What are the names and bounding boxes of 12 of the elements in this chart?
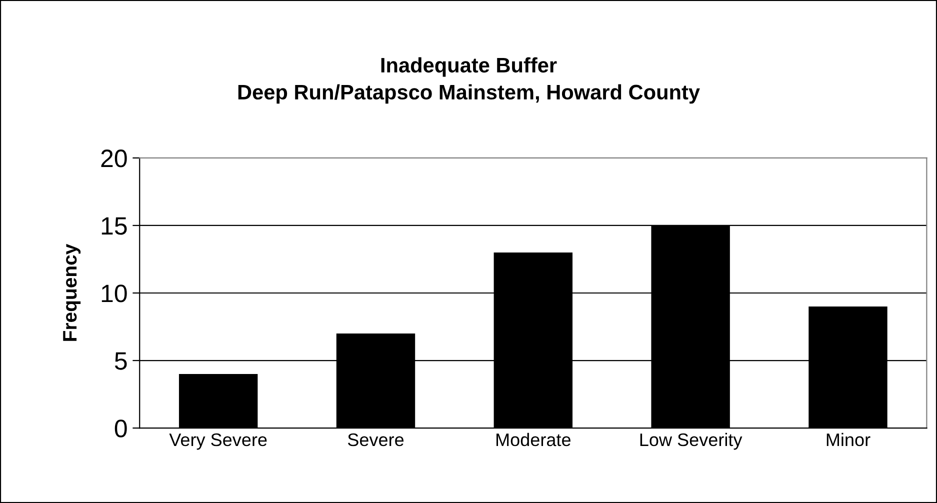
chart-title: Inadequate Buffer Deep Run/Patapsco Mainstem, Howard County — [238, 57, 700, 104]
x-tick-label: Moderate — [496, 432, 570, 446]
x-tick-label: Very Severe — [169, 433, 267, 450]
y-tick-label: 0 — [114, 420, 127, 438]
x-tick-label: Minor — [826, 432, 870, 446]
y-tick-label: 10 — [102, 284, 127, 302]
x-tick-label: Low Severity — [640, 432, 742, 450]
y-tick-label: 5 — [114, 352, 127, 370]
y-axis-title: Frequency — [63, 244, 81, 341]
x-tick-label: Severe — [348, 433, 404, 446]
y-tick-label: 15 — [102, 217, 127, 235]
y-tick-label: 20 — [101, 150, 127, 168]
